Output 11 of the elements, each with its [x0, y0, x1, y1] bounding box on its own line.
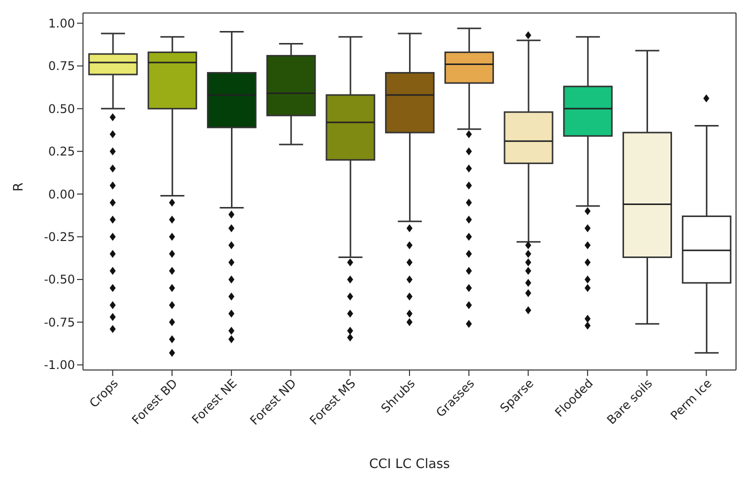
y-tick-label: 0.50: [48, 102, 75, 116]
y-tick-label: 0.75: [48, 59, 75, 74]
y-tick-label: -0.25: [44, 230, 75, 244]
y-tick-label: -0.50: [44, 272, 75, 287]
y-tick-label: 1.00: [48, 16, 75, 31]
y-axis-title: R: [12, 182, 27, 192]
y-tick-label: -1.00: [44, 358, 75, 372]
y-tick-label: 0.00: [48, 187, 75, 202]
x-axis-title: CCI LC Class: [369, 457, 450, 472]
y-tick-label: -0.75: [44, 315, 75, 330]
y-tick-label: 0.25: [48, 144, 75, 159]
